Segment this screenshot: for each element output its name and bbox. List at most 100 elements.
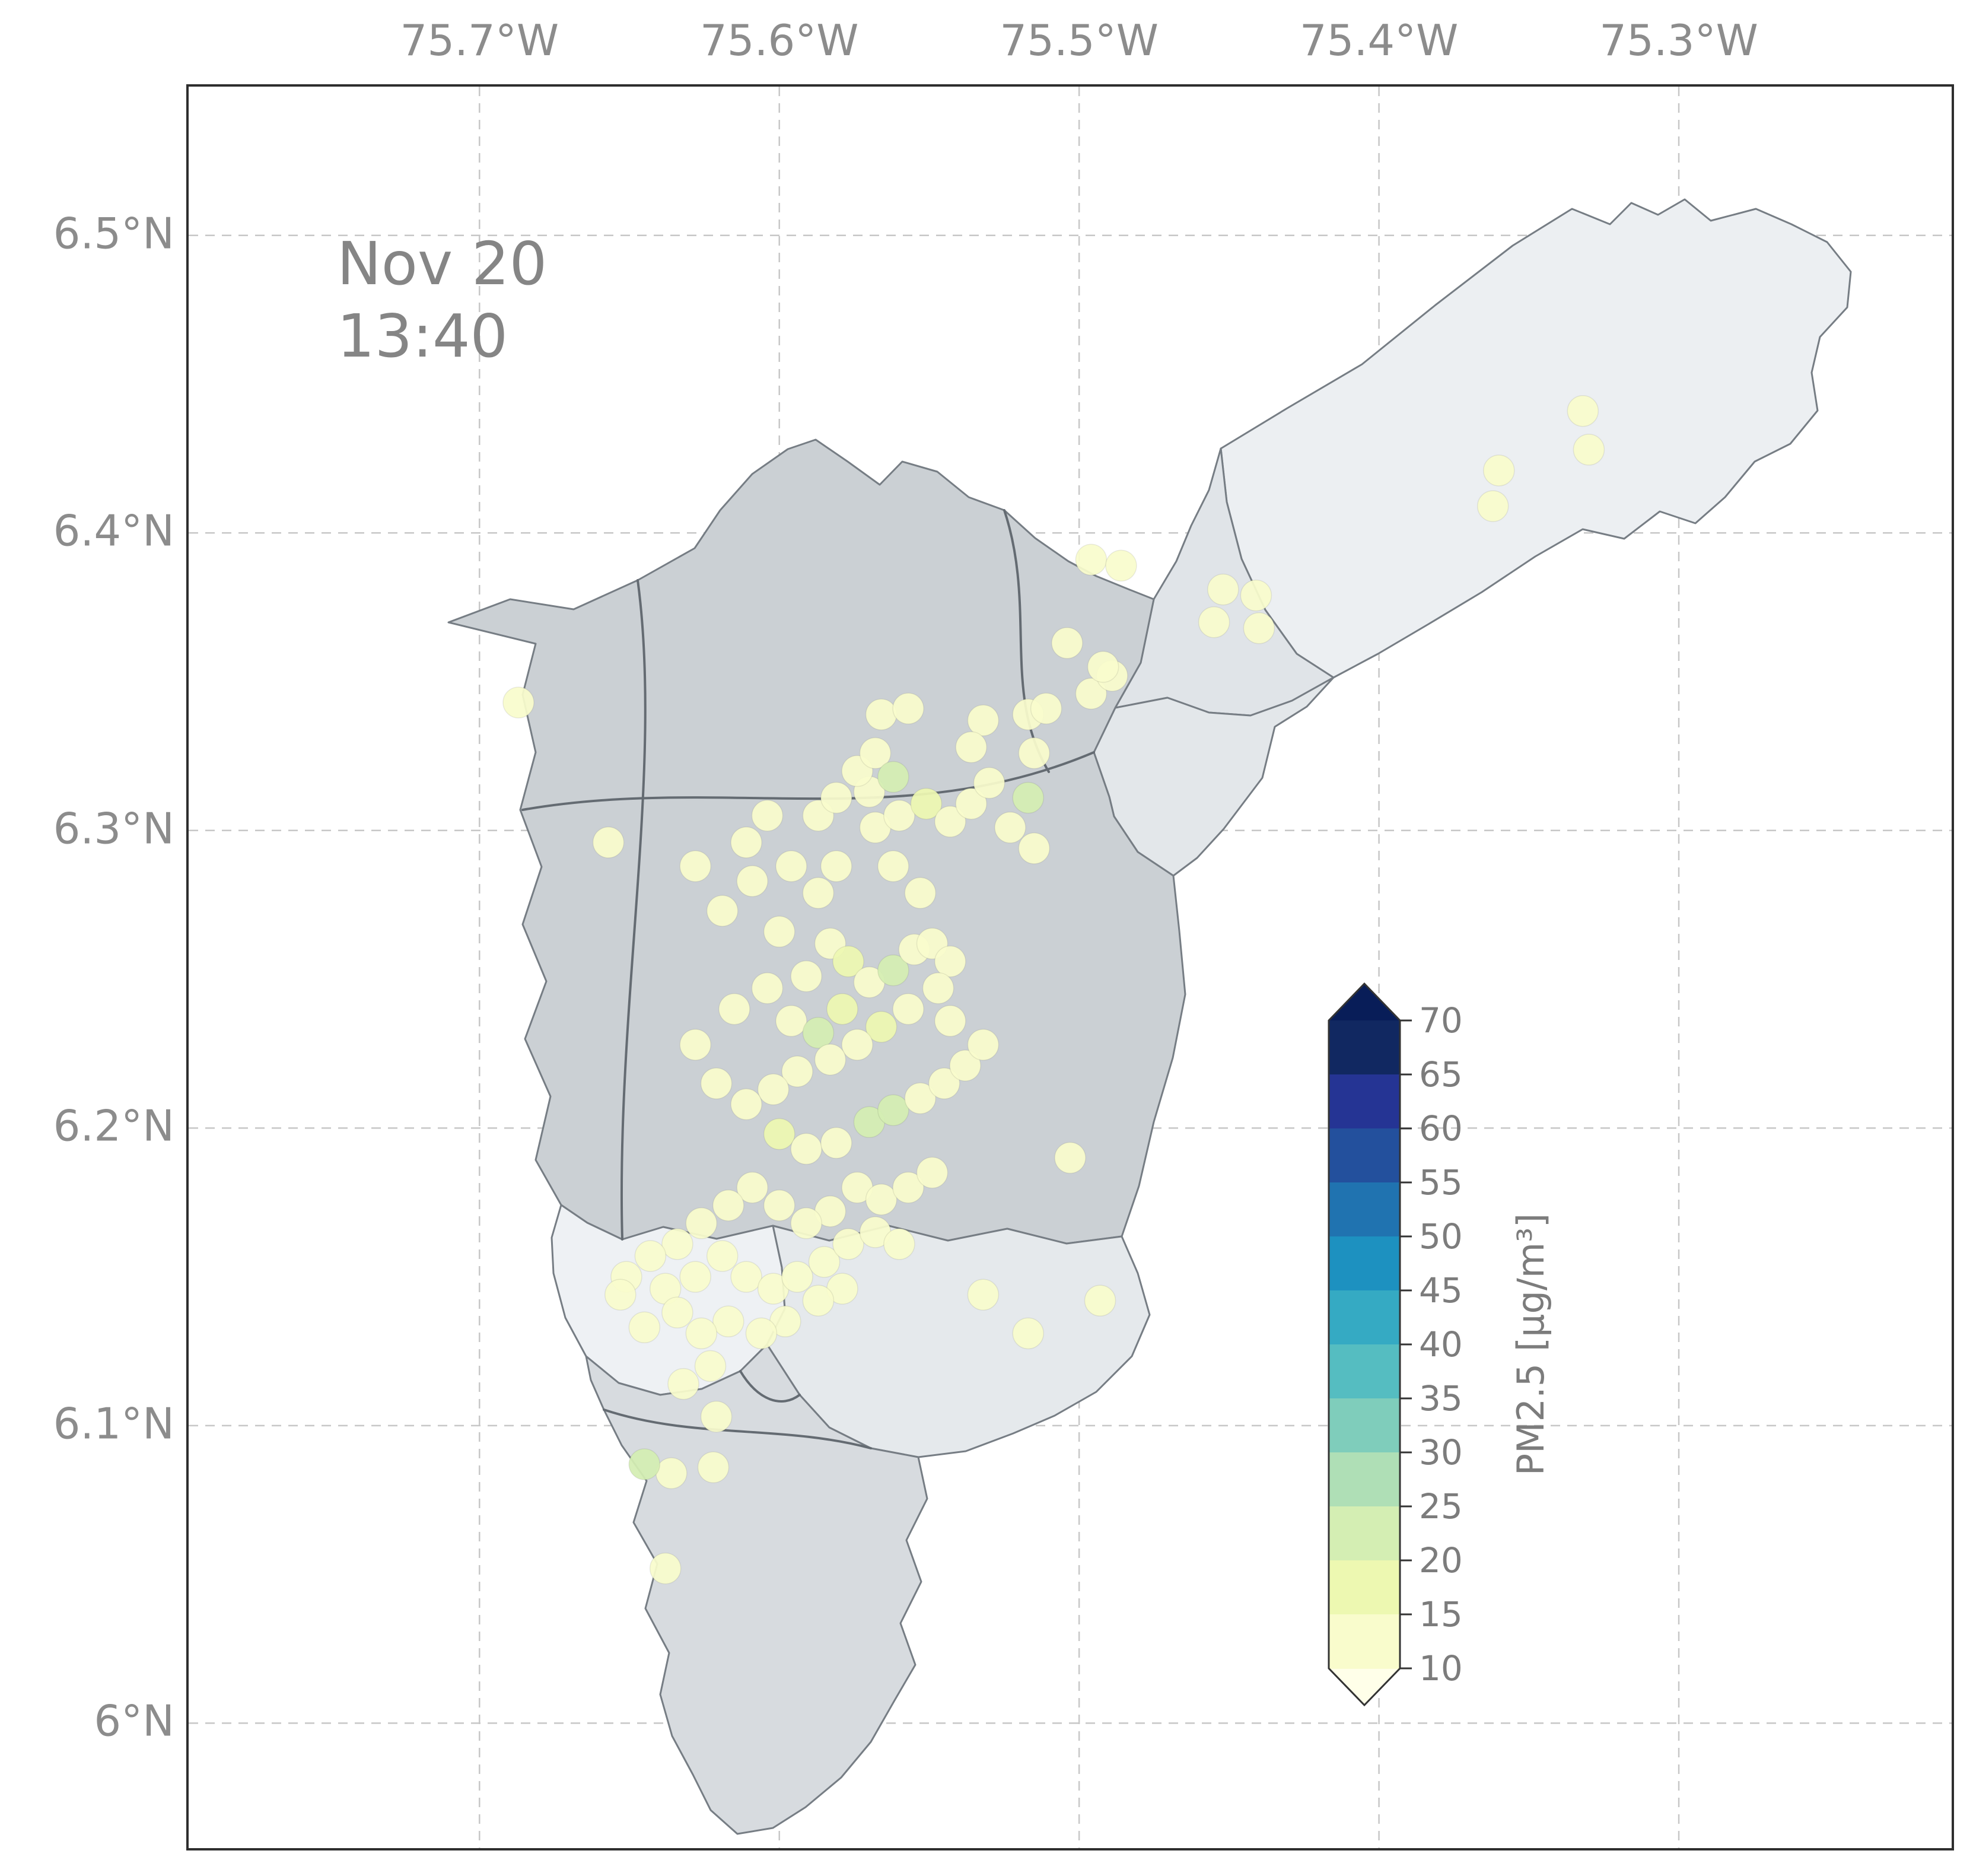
colorbar-tick-label: 55 [1419, 1162, 1463, 1203]
y-tick-label: 6.4°N [53, 505, 174, 556]
pm25-point [1018, 832, 1051, 864]
pm25-point [730, 1261, 762, 1293]
pm25-point [967, 704, 1000, 736]
pm25-point [745, 1317, 778, 1350]
y-tick-label: 6.3°N [53, 803, 174, 854]
pm25-point [967, 1029, 1000, 1061]
colorbar-segment [1329, 1182, 1400, 1237]
pm25-point [916, 1156, 949, 1189]
pm25-point [790, 1207, 822, 1239]
colorbar-tick-label: 20 [1419, 1540, 1463, 1581]
pm25-point [667, 1368, 699, 1400]
x-tick-label: 75.3°W [1599, 15, 1758, 65]
pm25-point [628, 1448, 661, 1480]
pm25-point [1476, 490, 1509, 522]
pm25-scatter-points [502, 395, 1605, 1585]
pm25-point [934, 945, 966, 978]
pm25-point [649, 1552, 682, 1585]
pm25-point [700, 1401, 733, 1433]
colorbar-under-arrow [1329, 1668, 1400, 1705]
pm25-point [751, 799, 784, 832]
pm25-point [973, 767, 1005, 799]
pm25-point [1483, 454, 1515, 487]
pm25-point [922, 972, 954, 1004]
pm25-point [697, 1451, 730, 1483]
pm25-point [661, 1228, 693, 1260]
colorbar-over-arrow [1329, 984, 1400, 1020]
pm25-point [949, 1050, 981, 1082]
pm25-point [1018, 737, 1051, 770]
pm25-point [1084, 1284, 1116, 1317]
pm25-point [802, 1017, 835, 1049]
pm25-point [763, 1189, 795, 1222]
pm25-point [883, 1228, 915, 1260]
pm25-point [1240, 579, 1272, 612]
colorbar-segments [1329, 984, 1400, 1705]
pm25-point [730, 1088, 762, 1120]
pm25-point [694, 1350, 727, 1382]
municipal-boundary [739, 1370, 801, 1403]
colorbar-segment [1329, 1128, 1400, 1183]
map-canvas [189, 87, 1952, 1848]
pm25-point [1030, 692, 1062, 724]
colorbar-label: PM2.5 [μg/m³] [1509, 1213, 1552, 1476]
pm25-point [1075, 543, 1108, 576]
colorbar-segment [1329, 1020, 1400, 1075]
timestamp-time: 13:40 [337, 301, 508, 371]
pm25-point [934, 1005, 966, 1037]
pm25-point [910, 787, 943, 820]
colorbar-segment [1329, 1398, 1400, 1453]
pm25-point [604, 1279, 637, 1311]
pm25-point [814, 1044, 847, 1076]
colorbar-tick-label: 70 [1419, 1000, 1463, 1041]
pm25-point [1087, 651, 1119, 683]
pm25-point [712, 1189, 744, 1222]
pm25-point [1207, 573, 1239, 606]
pm25-point [730, 826, 762, 858]
colorbar-ticks: 70 65 60 55 50 45 40 35 30 25 20 15 10 [1400, 1000, 1463, 1689]
colorbar-tick-label: 60 [1419, 1108, 1463, 1149]
pm25-point [634, 1240, 667, 1272]
y-tick-label: 6.2°N [53, 1101, 174, 1151]
y-tick-label: 6.5°N [53, 208, 174, 259]
pm25-point [592, 826, 625, 858]
pm25-point [994, 812, 1026, 844]
pm25-point [934, 806, 966, 838]
municipality-shape-northeast [1220, 198, 1852, 679]
colorbar-segment [1329, 1236, 1400, 1291]
pm25-point [1573, 434, 1605, 466]
pm25-point [700, 1067, 733, 1099]
pm25-point [781, 1261, 813, 1293]
colorbar-tick-label: 25 [1419, 1486, 1463, 1527]
pm25-point [661, 1296, 693, 1329]
pm25-point [877, 1094, 909, 1126]
y-tick-label: 6°N [94, 1696, 174, 1746]
colorbar-segment [1329, 1290, 1400, 1345]
pm25-point [790, 1133, 822, 1165]
pm25-point [820, 1127, 852, 1159]
colorbar-tick-label: 40 [1419, 1324, 1463, 1365]
municipal-boundary [603, 1408, 872, 1449]
pm25-point [1075, 678, 1108, 710]
pm25-point [877, 954, 909, 987]
pm25-point [1012, 1317, 1044, 1350]
pm25-point [802, 1284, 835, 1317]
pm25-point [832, 1228, 864, 1260]
pm25-point [865, 698, 898, 730]
pm25-point [679, 1261, 711, 1293]
pm25-point [736, 865, 768, 897]
pm25-point [502, 686, 534, 718]
colorbar-tick-label: 35 [1419, 1378, 1463, 1419]
municipality-map [447, 198, 1852, 1835]
pm25-point [892, 692, 924, 724]
pm25-point [718, 993, 750, 1025]
pm25-point [1105, 549, 1137, 582]
pm25-point [955, 731, 987, 764]
colorbar-tick-label: 50 [1419, 1216, 1463, 1257]
pm25-point [820, 850, 852, 882]
pm25-point [775, 1005, 807, 1037]
pm25-point [1198, 606, 1230, 638]
pm25-point [628, 1311, 661, 1344]
pm25-point [712, 1305, 744, 1338]
colorbar-segment [1329, 1344, 1400, 1399]
